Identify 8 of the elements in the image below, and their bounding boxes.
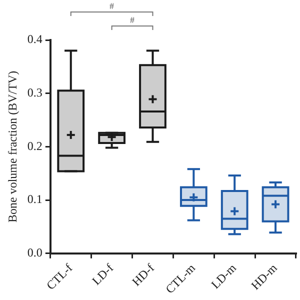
y-tick-label: 0.2 [27,138,42,153]
y-axis-title: Bone volume fraction (BV/TV) [5,70,20,223]
text: # [130,14,136,25]
text: # [110,0,115,11]
y-tick-label: 0.0 [27,246,42,260]
y-tick-label: 0.3 [27,86,42,100]
y-tick-label: 0.1 [27,192,42,206]
y-tick-label: 0.4 [27,32,42,46]
